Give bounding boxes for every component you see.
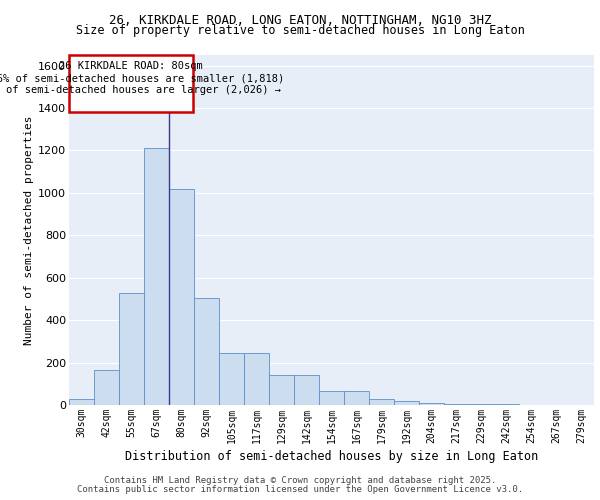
Bar	[194, 298, 219, 405]
Text: 51% of semi-detached houses are larger (2,026) →: 51% of semi-detached houses are larger (…	[0, 84, 281, 94]
Bar	[269, 376, 294, 405]
Bar	[444, 404, 469, 405]
Bar	[219, 353, 244, 405]
Bar	[119, 292, 144, 405]
Y-axis label: Number of semi-detached properties: Number of semi-detached properties	[24, 116, 34, 345]
FancyBboxPatch shape	[69, 55, 193, 112]
Bar	[244, 353, 269, 405]
X-axis label: Distribution of semi-detached houses by size in Long Eaton: Distribution of semi-detached houses by …	[125, 450, 538, 463]
Bar	[344, 391, 369, 405]
Bar	[419, 403, 444, 405]
Bar	[294, 376, 319, 405]
Bar	[394, 401, 419, 405]
Bar	[169, 188, 194, 405]
Bar	[144, 148, 169, 405]
Text: 26, KIRKDALE ROAD, LONG EATON, NOTTINGHAM, NG10 3HZ: 26, KIRKDALE ROAD, LONG EATON, NOTTINGHA…	[109, 14, 491, 27]
Bar	[94, 370, 119, 405]
Text: ← 46% of semi-detached houses are smaller (1,818): ← 46% of semi-detached houses are smalle…	[0, 73, 284, 83]
Text: Contains HM Land Registry data © Crown copyright and database right 2025.: Contains HM Land Registry data © Crown c…	[104, 476, 496, 485]
Bar	[69, 398, 94, 405]
Bar	[494, 404, 519, 405]
Bar	[319, 391, 344, 405]
Text: 26 KIRKDALE ROAD: 80sqm: 26 KIRKDALE ROAD: 80sqm	[59, 62, 203, 72]
Bar	[369, 398, 394, 405]
Bar	[469, 404, 494, 405]
Text: Size of property relative to semi-detached houses in Long Eaton: Size of property relative to semi-detach…	[76, 24, 524, 37]
Text: Contains public sector information licensed under the Open Government Licence v3: Contains public sector information licen…	[77, 485, 523, 494]
